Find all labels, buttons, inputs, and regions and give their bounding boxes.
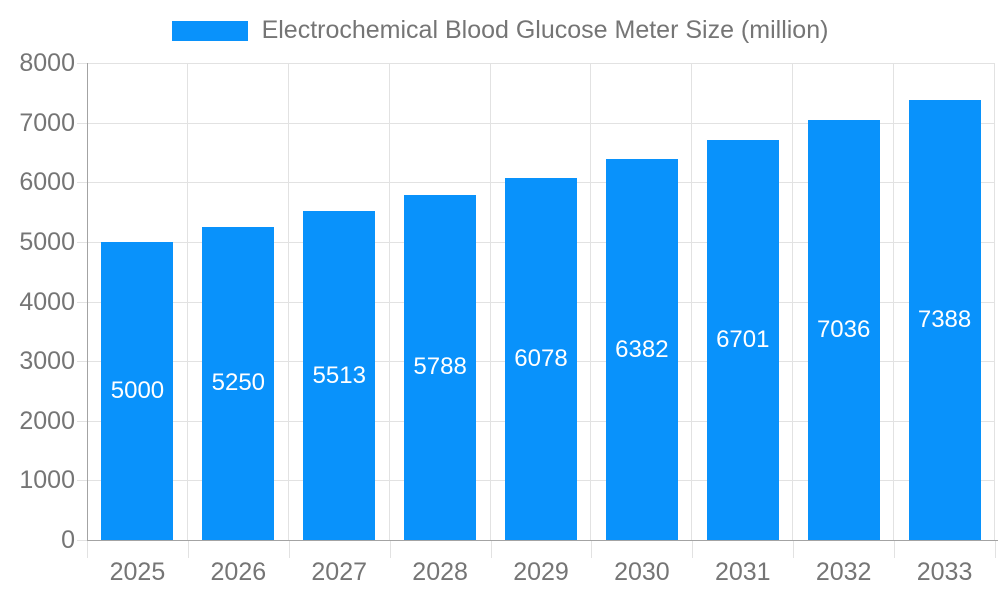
x-axis-label: 2033 [916, 558, 973, 586]
legend-swatch [171, 20, 248, 41]
bar-value-label: 5250 [211, 369, 266, 397]
y-axis-tick [77, 420, 87, 422]
plot-area: 5000 5250 5513 5788 6078 6382 6701 7036 7388 [87, 63, 995, 540]
x-axis-label: 2026 [210, 558, 267, 586]
bar-2025[interactable]: 5000 [101, 241, 174, 540]
y-axis-label: 3000 [19, 347, 75, 376]
bar-value-label: 6382 [615, 335, 669, 363]
y-axis-tick [77, 361, 87, 363]
y-axis-label: 2000 [19, 406, 75, 435]
x-axis-tick [692, 541, 694, 558]
v-gridline [287, 63, 289, 540]
y-axis-tick [77, 63, 87, 64]
x-axis-tick [591, 541, 593, 558]
x-axis-tick [187, 541, 189, 558]
x-axis-tick [288, 541, 290, 558]
x-axis-tick [389, 541, 391, 558]
y-axis-label: 0 [61, 526, 75, 554]
bar-2033[interactable]: 7388 [908, 99, 981, 540]
bar-2028[interactable]: 5788 [404, 194, 477, 540]
bar-value-label: 7036 [816, 316, 871, 344]
v-gridline [388, 63, 390, 540]
x-axis-label: 2032 [815, 558, 872, 586]
y-axis-tick [77, 122, 87, 124]
bar-value-label: 5788 [413, 353, 467, 381]
x-axis-label: 2027 [311, 558, 368, 586]
v-gridline [489, 63, 491, 540]
y-axis-label: 8000 [19, 49, 75, 77]
bar-value-label: 5000 [110, 376, 165, 404]
y-axis-tick [77, 540, 87, 541]
bar-2027[interactable]: 5513 [303, 211, 376, 540]
bar-2032[interactable]: 7036 [807, 120, 880, 540]
y-axis-label: 7000 [19, 108, 75, 137]
bar-value-label: 6701 [716, 326, 770, 354]
x-axis-label: 2028 [412, 558, 468, 586]
bar-value-label: 5513 [312, 361, 366, 389]
bar-value-label: 7388 [917, 305, 972, 333]
h-gridline [87, 122, 995, 124]
bar-value-label: 6078 [514, 344, 568, 372]
x-axis-tick [793, 541, 795, 558]
bar-2031[interactable]: 6701 [706, 140, 779, 540]
y-axis-tick [77, 301, 87, 303]
legend[interactable]: Electrochemical Blood Glucose Meter Size… [0, 16, 1000, 45]
y-axis-label: 4000 [19, 287, 75, 316]
y-axis-tick [77, 182, 87, 184]
y-axis-label: 6000 [19, 168, 75, 197]
x-axis-tick [87, 541, 88, 558]
v-gridline [590, 63, 592, 540]
x-axis-label: 2025 [109, 558, 166, 586]
y-axis-label: 5000 [19, 227, 75, 256]
v-gridline [186, 63, 188, 540]
h-gridline [87, 63, 995, 64]
x-axis-tick [995, 541, 996, 558]
legend-label: Electrochemical Blood Glucose Meter Size… [261, 16, 829, 44]
v-gridline [691, 63, 693, 540]
x-axis-tick [894, 541, 896, 558]
bar-2029[interactable]: 6078 [505, 177, 577, 540]
x-axis-label: 2029 [513, 558, 569, 586]
v-gridline [893, 63, 895, 540]
x-axis-label: 2031 [714, 558, 771, 586]
v-gridline [792, 63, 794, 540]
x-axis-line [87, 540, 998, 541]
y-axis-tick [77, 480, 87, 482]
v-gridline [994, 63, 995, 540]
bar-2030[interactable]: 6382 [605, 159, 678, 540]
y-axis-line [87, 63, 88, 540]
y-axis-tick [77, 241, 87, 243]
bar-2026[interactable]: 5250 [202, 226, 275, 540]
y-axis-label: 1000 [19, 466, 75, 495]
x-axis-label: 2030 [614, 558, 670, 586]
x-axis-tick [490, 541, 492, 558]
